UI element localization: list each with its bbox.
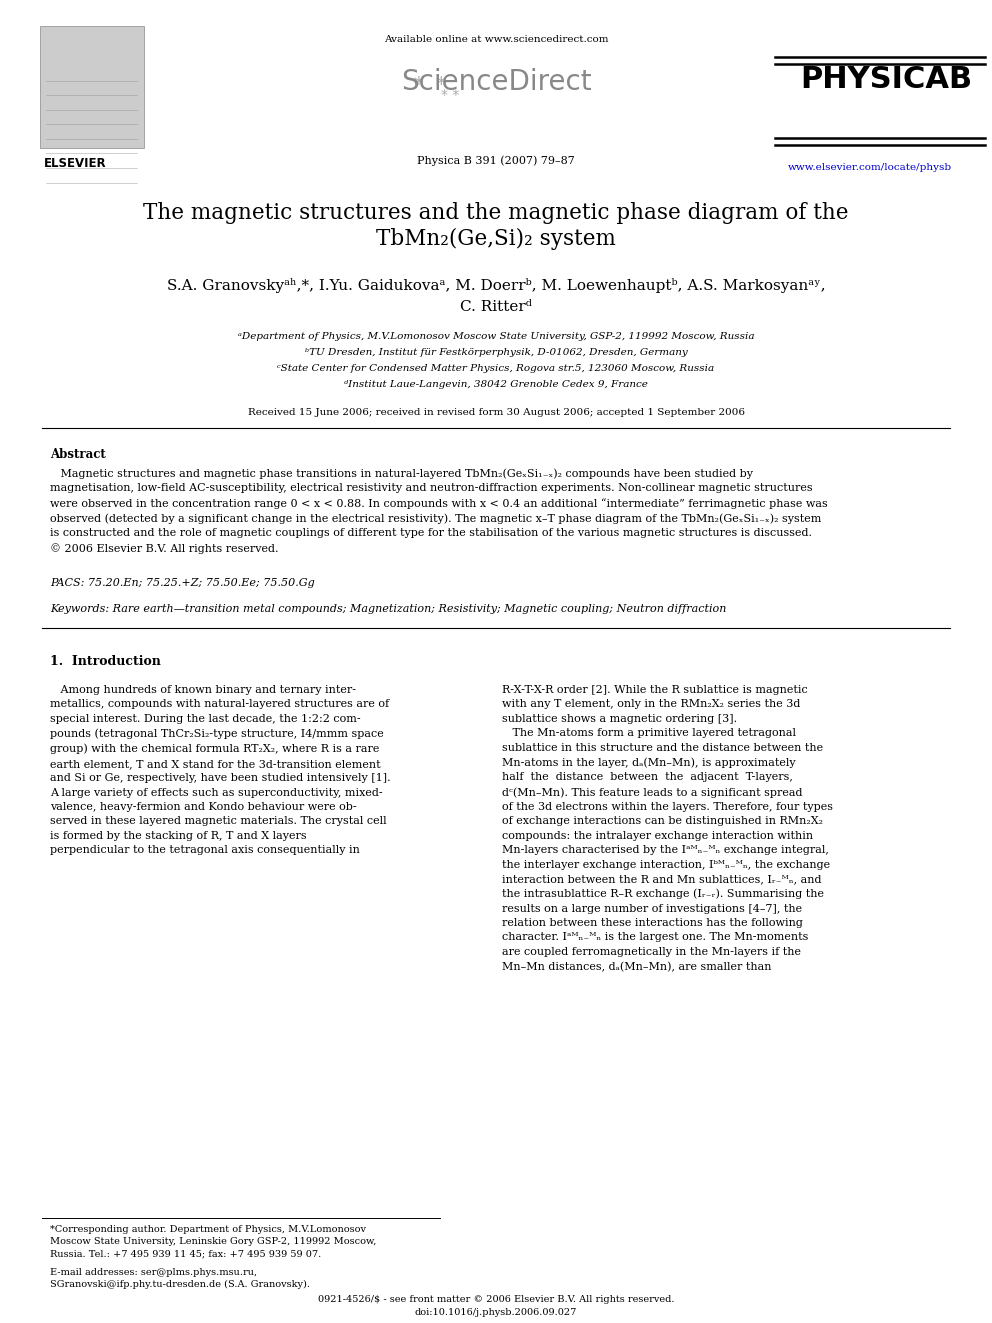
Text: PHYSICA: PHYSICA (801, 65, 949, 94)
Text: doi:10.1016/j.physb.2006.09.027: doi:10.1016/j.physb.2006.09.027 (415, 1308, 577, 1316)
Text: PACS: 75.20.En; 75.25.+Z; 75.50.Ee; 75.50.Gg: PACS: 75.20.En; 75.25.+Z; 75.50.Ee; 75.5… (50, 578, 314, 587)
Text: S.A. Granovskyᵃʰ,*, I.Yu. Gaidukovaᵃ, M. Doerrᵇ, M. Loewenhauptᵇ, A.S. Markosyan: S.A. Granovskyᵃʰ,*, I.Yu. Gaidukovaᵃ, M.… (167, 278, 825, 292)
Text: ᵃDepartment of Physics, M.V.Lomonosov Moscow State University, GSP-2, 119992 Mos: ᵃDepartment of Physics, M.V.Lomonosov Mo… (238, 332, 754, 341)
Text: ᵇTU Dresden, Institut für Festkörperphysik, D-01062, Dresden, Germany: ᵇTU Dresden, Institut für Festkörperphys… (305, 348, 687, 357)
FancyBboxPatch shape (40, 26, 144, 148)
Text: ᶜState Center for Condensed Matter Physics, Rogova str.5, 123060 Moscow, Russia: ᶜState Center for Condensed Matter Physi… (278, 364, 714, 373)
Text: 0921-4526/$ - see front matter © 2006 Elsevier B.V. All rights reserved.: 0921-4526/$ - see front matter © 2006 El… (317, 1295, 675, 1304)
Text: 1.  Introduction: 1. Introduction (50, 655, 161, 668)
Text: E-mail addresses: ser@plms.phys.msu.ru,
SGranovski@ifp.phy.tu-dresden.de (S.A. G: E-mail addresses: ser@plms.phys.msu.ru, … (50, 1267, 310, 1290)
Text: *  *: * * (414, 75, 446, 94)
Text: www.elsevier.com/locate/physb: www.elsevier.com/locate/physb (788, 163, 952, 172)
Text: Magnetic structures and magnetic phase transitions in natural-layered TbMn₂(GeₓS: Magnetic structures and magnetic phase t… (50, 468, 827, 554)
Text: ScienceDirect: ScienceDirect (401, 67, 591, 97)
Text: *Corresponding author. Department of Physics, M.V.Lomonosov
Moscow State Univers: *Corresponding author. Department of Phy… (50, 1225, 376, 1258)
Text: Received 15 June 2006; received in revised form 30 August 2006; accepted 1 Septe: Received 15 June 2006; received in revis… (247, 407, 745, 417)
Text: C. Ritterᵈ: C. Ritterᵈ (460, 300, 532, 314)
Text: B: B (948, 65, 971, 94)
Text: Physica B 391 (2007) 79–87: Physica B 391 (2007) 79–87 (417, 155, 575, 165)
Text: Keywords: Rare earth—transition metal compounds; Magnetization; Resistivity; Mag: Keywords: Rare earth—transition metal co… (50, 605, 726, 614)
Text: Available online at www.sciencedirect.com: Available online at www.sciencedirect.co… (384, 34, 608, 44)
Text: * *: * * (440, 89, 459, 102)
Text: TbMn₂(Ge,Si)₂ system: TbMn₂(Ge,Si)₂ system (376, 228, 616, 250)
Text: ᵈInstitut Laue-Langevin, 38042 Grenoble Cedex 9, France: ᵈInstitut Laue-Langevin, 38042 Grenoble … (344, 380, 648, 389)
Text: Among hundreds of known binary and ternary inter-
metallics, compounds with natu: Among hundreds of known binary and terna… (50, 685, 391, 855)
Text: The magnetic structures and the magnetic phase diagram of the: The magnetic structures and the magnetic… (143, 202, 849, 224)
Text: ELSEVIER: ELSEVIER (44, 157, 106, 169)
Text: Abstract: Abstract (50, 448, 106, 460)
Text: R-X-T-X-R order [2]. While the R sublattice is magnetic
with any T element, only: R-X-T-X-R order [2]. While the R sublatt… (502, 685, 833, 972)
